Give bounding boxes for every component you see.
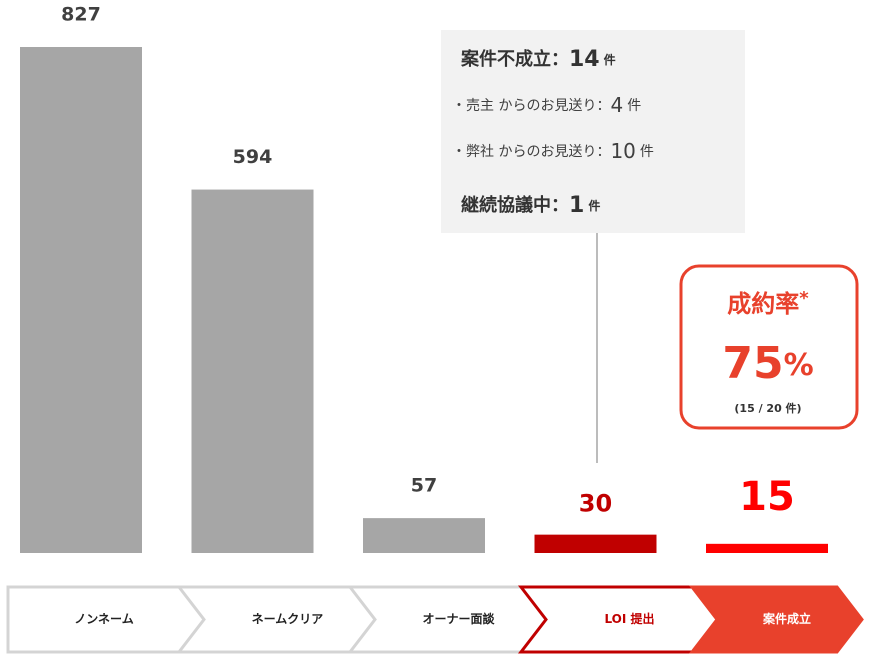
- bar: [706, 543, 828, 553]
- annotation-line: 案件不成立：14 件: [460, 47, 616, 72]
- annotation-text: ・売主 からのお見送り：: [452, 98, 610, 114]
- annotation-unit: 件: [640, 144, 654, 160]
- annotation-line: ・弊社 からのお見送り：10 件: [452, 139, 654, 163]
- annotation-count: 10: [610, 139, 635, 163]
- value-label: 827: [61, 4, 101, 26]
- annotation-text: ・弊社 からのお見送り：: [452, 144, 610, 160]
- rate-box: [679, 264, 859, 430]
- bar: [363, 518, 485, 553]
- x-tick-label: ノンネーム: [74, 612, 133, 626]
- rate-label: 成約率*: [727, 288, 809, 318]
- annotation-text: 継続協議中：: [461, 194, 569, 216]
- x-tick-label: オーナー面談: [422, 611, 495, 626]
- x-tick-label: ネームクリア: [252, 612, 324, 626]
- annotation-unit: 件: [627, 98, 641, 114]
- annotation-line: ・売主 からのお見送り：4 件: [452, 93, 641, 117]
- annotation-unit: 件: [604, 52, 616, 67]
- bar: [20, 47, 142, 553]
- annotation-count: 4: [610, 93, 623, 117]
- annotation-count: 14: [569, 47, 600, 72]
- x-tick-label: 案件成立: [762, 611, 811, 626]
- bar: [191, 189, 314, 553]
- x-tick-label: LOI 提出: [604, 611, 654, 626]
- annotation-count: 1: [569, 193, 584, 218]
- value-label: 15: [739, 474, 795, 520]
- step-arrow: [688, 585, 864, 654]
- annotation-unit: 件: [588, 198, 600, 213]
- value-label: 30: [579, 490, 612, 518]
- annotation-text: 案件不成立：: [460, 48, 569, 70]
- rate-value: 75%: [722, 338, 813, 389]
- bar: [534, 534, 657, 553]
- annotation-line: 継続協議中：1 件: [461, 193, 600, 218]
- annotation-box: [441, 30, 745, 233]
- value-label: 594: [233, 146, 273, 168]
- rate-note: (15 / 20 件): [734, 401, 801, 415]
- value-label: 57: [411, 475, 437, 497]
